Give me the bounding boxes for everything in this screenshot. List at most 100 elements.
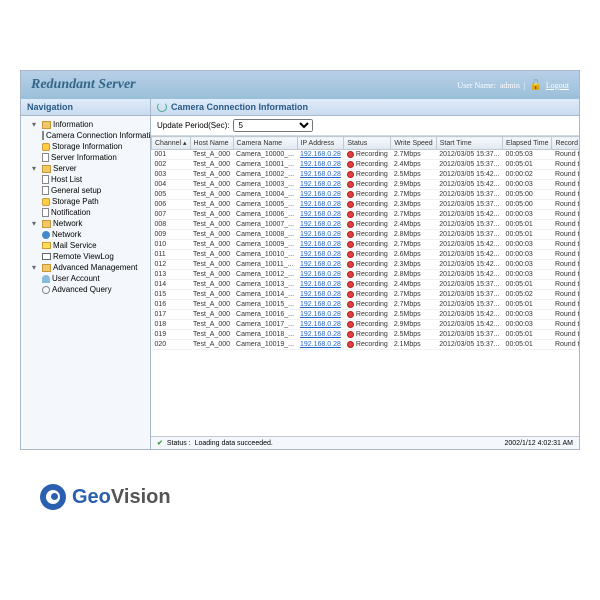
ip-link[interactable]: 192.168.0.28 <box>300 151 341 158</box>
ip-link[interactable]: 192.168.0.28 <box>300 291 341 298</box>
cell-camera: Camera_10009_... <box>233 240 297 250</box>
cell-camera: Camera_10006_... <box>233 210 297 220</box>
table-row[interactable]: 013Test_A_000Camera_10012_...192.168.0.2… <box>152 270 580 280</box>
ip-link[interactable]: 192.168.0.28 <box>300 161 341 168</box>
nav-item[interactable]: Notification <box>24 207 147 218</box>
table-row[interactable]: 014Test_A_000Camera_10013_...192.168.0.2… <box>152 280 580 290</box>
table-row[interactable]: 007Test_A_000Camera_10006_...192.168.0.2… <box>152 210 580 220</box>
cell-elapsed: 00:00:03 <box>503 180 552 190</box>
nav-group[interactable]: ▾Advanced Management <box>24 262 147 273</box>
expand-icon[interactable]: ▾ <box>32 219 40 228</box>
expand-icon[interactable]: ▾ <box>32 263 40 272</box>
table-row[interactable]: 003Test_A_000Camera_10002_...192.168.0.2… <box>152 170 580 180</box>
nav-item[interactable]: Host List <box>24 174 147 185</box>
cell-status: Recording <box>344 320 391 330</box>
table-row[interactable]: 004Test_A_000Camera_10003_...192.168.0.2… <box>152 180 580 190</box>
table-row[interactable]: 009Test_A_000Camera_10008_...192.168.0.2… <box>152 230 580 240</box>
table-row[interactable]: 008Test_A_000Camera_10007_...192.168.0.2… <box>152 220 580 230</box>
ip-link[interactable]: 192.168.0.28 <box>300 281 341 288</box>
table-row[interactable]: 011Test_A_000Camera_10010_...192.168.0.2… <box>152 250 580 260</box>
nav-item[interactable]: Storage Path <box>24 196 147 207</box>
ip-link[interactable]: 192.168.0.28 <box>300 231 341 238</box>
recording-icon <box>347 311 354 318</box>
table-header[interactable]: Channel ▴ <box>152 137 191 150</box>
cell-elapsed: 00:05:01 <box>503 330 552 340</box>
table-row[interactable]: 016Test_A_000Camera_10015_...192.168.0.2… <box>152 300 580 310</box>
table-row[interactable]: 010Test_A_000Camera_10009_...192.168.0.2… <box>152 240 580 250</box>
table-row[interactable]: 002Test_A_000Camera_10001_...192.168.0.2… <box>152 160 580 170</box>
ip-link[interactable]: 192.168.0.28 <box>300 271 341 278</box>
table-row[interactable]: 005Test_A_000Camera_10004_...192.168.0.2… <box>152 190 580 200</box>
nav-item-label: Storage Information <box>52 142 122 151</box>
ip-link[interactable]: 192.168.0.28 <box>300 241 341 248</box>
nav-item[interactable]: Mail Service <box>24 240 147 251</box>
logout-link[interactable]: Logout <box>546 81 569 90</box>
ip-link[interactable]: 192.168.0.28 <box>300 211 341 218</box>
expand-icon[interactable]: ▾ <box>32 120 40 129</box>
cell-elapsed: 00:05:03 <box>503 150 552 160</box>
table-header[interactable]: Elapsed Time <box>503 137 552 150</box>
recording-icon <box>347 151 354 158</box>
cell-ip: 192.168.0.28 <box>297 340 344 350</box>
mon-icon <box>42 253 51 260</box>
table-header[interactable]: Status <box>344 137 391 150</box>
status-text: Loading data succeeded. <box>195 440 273 447</box>
table-row[interactable]: 019Test_A_000Camera_10018_...192.168.0.2… <box>152 330 580 340</box>
recording-icon <box>347 161 354 168</box>
cell-speed: 2.3Mbps <box>391 200 436 210</box>
ip-link[interactable]: 192.168.0.28 <box>300 181 341 188</box>
nav-item[interactable]: Camera Connection Information <box>24 130 147 141</box>
table-row[interactable]: 017Test_A_000Camera_10016_...192.168.0.2… <box>152 310 580 320</box>
table-header[interactable]: Camera Name <box>233 137 297 150</box>
table-row[interactable]: 012Test_A_000Camera_10011_...192.168.0.2… <box>152 260 580 270</box>
ip-link[interactable]: 192.168.0.28 <box>300 191 341 198</box>
ip-link[interactable]: 192.168.0.28 <box>300 261 341 268</box>
table-header[interactable]: Write Speed <box>391 137 436 150</box>
nav-item[interactable]: General setup <box>24 185 147 196</box>
nav-item[interactable]: Network <box>24 229 147 240</box>
nav-item[interactable]: Storage Information <box>24 141 147 152</box>
table-row[interactable]: 015Test_A_000Camera_10014_...192.168.0.2… <box>152 290 580 300</box>
nav-item-label: Camera Connection Information <box>46 131 151 140</box>
table-header[interactable]: IP Address <box>297 137 344 150</box>
ip-link[interactable]: 192.168.0.28 <box>300 331 341 338</box>
expand-icon[interactable]: ▾ <box>32 164 40 173</box>
ip-link[interactable]: 192.168.0.28 <box>300 221 341 228</box>
nav-item[interactable]: User Account <box>24 273 147 284</box>
doc-icon <box>42 175 49 184</box>
ip-link[interactable]: 192.168.0.28 <box>300 341 341 348</box>
nav-group[interactable]: ▾Server <box>24 163 147 174</box>
cell-elapsed: 00:00:03 <box>503 250 552 260</box>
user-icon <box>42 275 50 283</box>
nav-group[interactable]: ▾Information <box>24 119 147 130</box>
nav-item[interactable]: Remote ViewLog <box>24 251 147 262</box>
ip-link[interactable]: 192.168.0.28 <box>300 171 341 178</box>
recording-icon <box>347 281 354 288</box>
cell-host: Test_A_000 <box>190 270 233 280</box>
cell-start: 2012/03/05 15:37... <box>436 300 502 310</box>
nav-item-label: User Account <box>52 274 100 283</box>
table-header[interactable]: Start Time <box>436 137 502 150</box>
ip-link[interactable]: 192.168.0.28 <box>300 321 341 328</box>
table-row[interactable]: 018Test_A_000Camera_10017_...192.168.0.2… <box>152 320 580 330</box>
refresh-icon[interactable] <box>157 102 167 112</box>
ip-link[interactable]: 192.168.0.28 <box>300 201 341 208</box>
ip-link[interactable]: 192.168.0.28 <box>300 311 341 318</box>
ip-link[interactable]: 192.168.0.28 <box>300 301 341 308</box>
table-row[interactable]: 020Test_A_000Camera_10019_...192.168.0.2… <box>152 340 580 350</box>
nav-group[interactable]: ▾Network <box>24 218 147 229</box>
ip-link[interactable]: 192.168.0.28 <box>300 251 341 258</box>
cell-start: 2012/03/05 15:37... <box>436 290 502 300</box>
update-select[interactable]: 5 <box>233 119 313 132</box>
cell-speed: 2.7Mbps <box>391 210 436 220</box>
table-row[interactable]: 001Test_A_000Camera_10000_...192.168.0.2… <box>152 150 580 160</box>
table-row[interactable]: 006Test_A_000Camera_10005_...192.168.0.2… <box>152 200 580 210</box>
table-header[interactable]: Record Policy <box>552 137 579 150</box>
cell-policy: Round the Clock <box>552 190 579 200</box>
nav-item[interactable]: Server Information <box>24 152 147 163</box>
nav-item[interactable]: Advanced Query <box>24 284 147 295</box>
cell-channel: 018 <box>152 320 191 330</box>
table-header[interactable]: Host Name <box>190 137 233 150</box>
cell-channel: 007 <box>152 210 191 220</box>
cell-policy: Round the Clock <box>552 180 579 190</box>
